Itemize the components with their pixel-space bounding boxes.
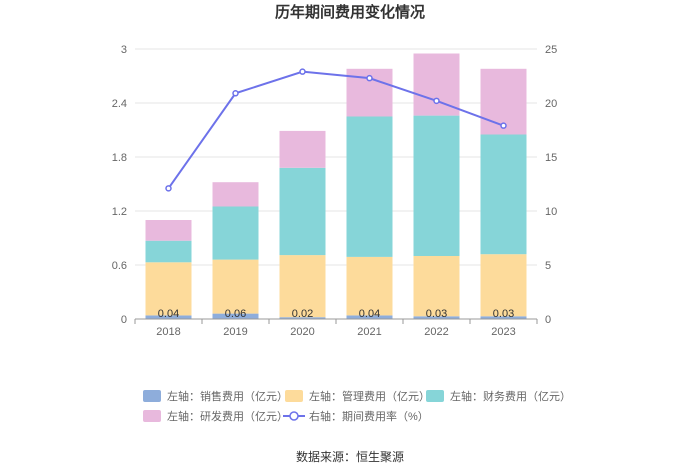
bar-segment: [413, 115, 460, 256]
legend-swatch[interactable]: [143, 410, 161, 422]
legend-label[interactable]: 左轴：管理费用（亿元）: [309, 389, 430, 403]
right-axis-tick-label: 20: [545, 98, 557, 110]
bar-segment: [279, 167, 326, 256]
bar-segment: [346, 315, 393, 319]
legend-label[interactable]: 右轴：期间费用率（%）: [309, 409, 429, 423]
rate-line: [165, 68, 507, 192]
x-axis-tick-label: 2022: [424, 326, 448, 338]
bar-segment: [145, 262, 192, 316]
bar-segment: [212, 259, 259, 314]
bar-segment: [413, 316, 460, 319]
bar-segment: [145, 315, 192, 319]
bars: 0.04 0.06 0.02 0.04 0.03 0.03: [145, 53, 527, 320]
bar-data-label: 0.06: [225, 308, 246, 320]
bar-segment: [279, 255, 326, 318]
bar-data-label: 0.03: [493, 308, 514, 320]
rate-line-point: [232, 90, 239, 97]
rate-line-path: [167, 70, 504, 189]
bar-segment: [212, 182, 259, 207]
x-axis-tick-label: 2020: [290, 326, 314, 338]
left-axis-tick-label: 3: [121, 44, 127, 56]
bar-data-label: 0.02: [292, 308, 313, 320]
x-axis-tick-label: 2023: [491, 326, 515, 338]
x-axis-tick-label: 2018: [156, 326, 180, 338]
bar-segment: [279, 130, 326, 168]
legend-label[interactable]: 左轴：研发费用（亿元）: [167, 409, 288, 423]
rate-line-point: [299, 68, 306, 75]
bar-segment: [212, 313, 259, 319]
bar-data-label: 0.04: [359, 308, 380, 320]
left-axis-tick-label: 0.6: [112, 260, 127, 272]
bar-segment: [346, 256, 393, 316]
bar-segment: [212, 206, 259, 260]
grid: [135, 48, 537, 320]
legend-line-marker[interactable]: [289, 411, 299, 421]
legend: 左轴：销售费用（亿元） 左轴：管理费用（亿元） 左轴：财务费用（亿元） 左轴：研发费用…: [143, 389, 571, 423]
data-source: 数据来源：恒生聚源: [296, 449, 404, 464]
left-axis-tick-label: 1.8: [112, 152, 127, 164]
x-axis-tick-label: 2019: [223, 326, 247, 338]
x-axis-tick-label: 2021: [357, 326, 381, 338]
axes: 0 0 0.6 5 1.2 10 1.8 15 2.4 20 3 25 2018 2019 2020 2021…: [112, 44, 558, 338]
bar-segment: [145, 240, 192, 263]
rate-line-point: [165, 185, 172, 192]
legend-label[interactable]: 左轴：销售费用（亿元）: [167, 389, 288, 403]
right-axis-tick-label: 10: [545, 206, 557, 218]
legend-label[interactable]: 左轴：财务费用（亿元）: [450, 389, 571, 403]
left-axis-tick-label: 0: [121, 314, 127, 326]
bar-segment: [413, 256, 460, 317]
legend-swatch[interactable]: [285, 390, 303, 402]
bar-segment: [480, 254, 527, 317]
rate-line-point: [366, 74, 373, 82]
right-axis-tick-label: 15: [545, 152, 557, 164]
legend-swatch[interactable]: [143, 390, 161, 402]
right-axis-tick-label: 5: [545, 260, 551, 272]
bar-data-label: 0.04: [158, 308, 179, 320]
bar-segment: [145, 220, 192, 241]
left-axis-tick-label: 1.2: [112, 206, 127, 218]
bar-segment: [413, 53, 460, 116]
right-axis-tick-label: 25: [545, 44, 557, 56]
bar-segment: [480, 316, 527, 319]
bar-data-label: 0.03: [426, 308, 447, 320]
legend-swatch[interactable]: [426, 390, 444, 402]
rate-line-point: [433, 97, 440, 105]
rate-line-point: [500, 122, 507, 129]
left-axis-tick-label: 2.4: [112, 98, 127, 110]
chart-title: 历年期间费用变化情况: [275, 3, 425, 21]
bar-segment: [346, 116, 393, 257]
bar-segment: [480, 134, 527, 255]
bar-segment: [279, 317, 326, 319]
right-axis-tick-label: 0: [545, 314, 551, 326]
